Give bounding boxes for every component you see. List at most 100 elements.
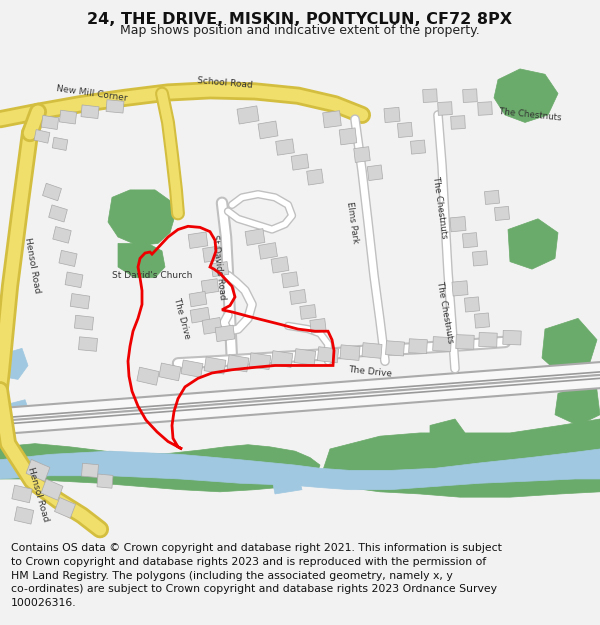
Bar bbox=[340, 345, 360, 361]
Bar bbox=[362, 342, 382, 358]
Bar bbox=[79, 337, 97, 351]
Bar bbox=[49, 205, 67, 222]
Bar bbox=[26, 459, 50, 481]
Bar bbox=[59, 251, 77, 266]
Bar bbox=[291, 154, 309, 170]
Polygon shape bbox=[508, 219, 558, 269]
Bar bbox=[211, 262, 229, 277]
Bar bbox=[201, 279, 219, 294]
Bar bbox=[451, 116, 466, 129]
Bar bbox=[81, 105, 99, 119]
Text: School Road: School Road bbox=[197, 76, 253, 90]
Bar bbox=[479, 332, 497, 347]
Bar bbox=[503, 331, 521, 345]
Polygon shape bbox=[320, 419, 600, 497]
Bar bbox=[478, 102, 493, 116]
Bar bbox=[275, 139, 295, 155]
Bar bbox=[464, 297, 479, 312]
Bar bbox=[384, 107, 400, 122]
Text: The Drive: The Drive bbox=[348, 365, 392, 379]
Bar bbox=[310, 319, 326, 333]
Bar bbox=[188, 232, 208, 249]
Bar bbox=[367, 165, 383, 181]
Bar bbox=[159, 363, 181, 381]
Bar bbox=[271, 351, 293, 368]
Bar bbox=[456, 334, 474, 349]
Bar bbox=[52, 138, 68, 151]
Bar bbox=[43, 183, 61, 201]
Bar bbox=[307, 169, 323, 185]
Bar bbox=[53, 226, 71, 243]
Text: The Chestnuts: The Chestnuts bbox=[499, 107, 562, 122]
Polygon shape bbox=[555, 382, 600, 426]
Bar bbox=[485, 191, 499, 204]
Text: New Mill Corner: New Mill Corner bbox=[56, 84, 128, 103]
Bar bbox=[97, 474, 113, 488]
Bar bbox=[106, 100, 124, 113]
Bar bbox=[249, 353, 271, 369]
Bar bbox=[397, 122, 413, 138]
Bar bbox=[137, 367, 159, 385]
Bar bbox=[290, 289, 306, 304]
Bar bbox=[70, 294, 90, 309]
Polygon shape bbox=[272, 475, 302, 494]
Bar bbox=[227, 355, 249, 372]
Bar bbox=[41, 116, 59, 129]
Text: Map shows position and indicative extent of the property.: Map shows position and indicative extent… bbox=[120, 24, 480, 37]
Text: Hensol Road: Hensol Road bbox=[23, 236, 41, 293]
Bar bbox=[181, 360, 203, 378]
Polygon shape bbox=[494, 69, 558, 122]
Bar bbox=[259, 242, 277, 259]
Bar bbox=[258, 121, 278, 139]
Bar bbox=[339, 128, 357, 145]
Bar bbox=[294, 349, 316, 365]
Polygon shape bbox=[0, 444, 320, 492]
Bar bbox=[41, 479, 63, 500]
Bar bbox=[422, 89, 437, 102]
Text: The Drive: The Drive bbox=[172, 297, 192, 340]
Bar bbox=[437, 102, 452, 116]
Text: Elms Park: Elms Park bbox=[344, 201, 359, 244]
Bar bbox=[59, 110, 77, 124]
Bar bbox=[245, 229, 265, 246]
Text: 24, THE DRIVE, MISKIN, PONTYCLUN, CF72 8PX: 24, THE DRIVE, MISKIN, PONTYCLUN, CF72 8… bbox=[88, 12, 512, 27]
Bar bbox=[323, 111, 341, 128]
Bar bbox=[281, 272, 298, 288]
Bar bbox=[300, 304, 316, 319]
Bar bbox=[410, 140, 425, 154]
Bar bbox=[203, 246, 221, 262]
Bar bbox=[317, 347, 338, 363]
Bar bbox=[386, 341, 404, 356]
Bar bbox=[475, 313, 490, 328]
Bar bbox=[204, 357, 226, 374]
Text: Hensol Road: Hensol Road bbox=[26, 466, 50, 522]
Bar bbox=[82, 463, 98, 478]
Polygon shape bbox=[542, 318, 597, 374]
Bar bbox=[189, 291, 207, 307]
Bar bbox=[354, 147, 370, 162]
Bar bbox=[452, 281, 468, 296]
Polygon shape bbox=[108, 190, 175, 246]
Bar bbox=[237, 106, 259, 124]
Bar bbox=[65, 272, 83, 288]
Bar bbox=[463, 89, 478, 102]
Bar bbox=[14, 507, 34, 524]
Text: St Davids Road: St Davids Road bbox=[209, 234, 226, 300]
Bar bbox=[472, 251, 488, 266]
Polygon shape bbox=[0, 348, 28, 379]
Bar bbox=[463, 232, 478, 248]
Bar bbox=[74, 315, 94, 330]
Bar bbox=[494, 206, 509, 221]
Text: The Chestnuts: The Chestnuts bbox=[435, 281, 455, 344]
Bar bbox=[12, 485, 32, 502]
Bar bbox=[433, 337, 451, 351]
Polygon shape bbox=[118, 243, 165, 278]
Bar bbox=[215, 325, 235, 342]
Bar bbox=[55, 498, 76, 518]
Bar bbox=[450, 216, 466, 232]
Polygon shape bbox=[0, 400, 32, 433]
Polygon shape bbox=[0, 449, 600, 489]
Text: Contains OS data © Crown copyright and database right 2021. This information is : Contains OS data © Crown copyright and d… bbox=[11, 543, 502, 608]
Bar bbox=[34, 129, 50, 143]
Bar bbox=[190, 308, 210, 323]
